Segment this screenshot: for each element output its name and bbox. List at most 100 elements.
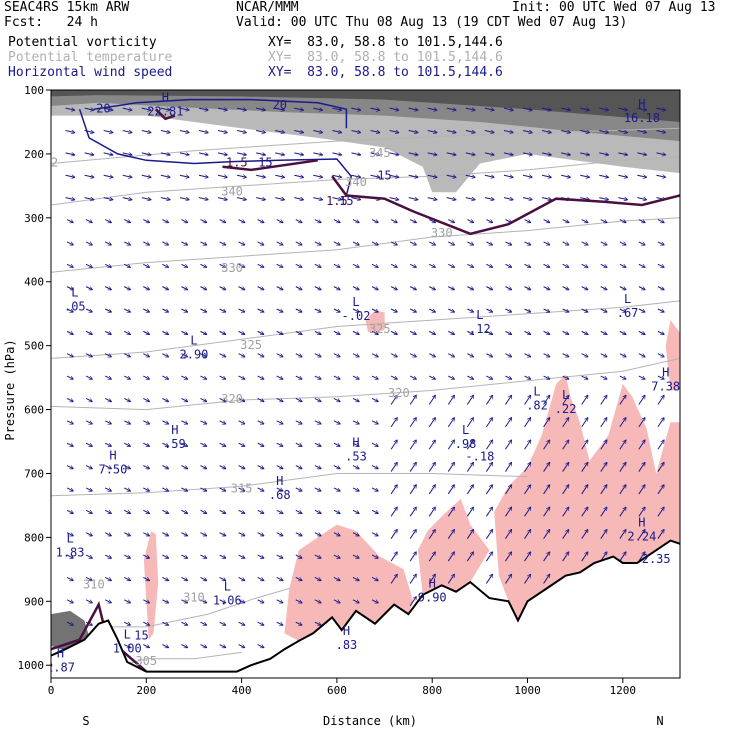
wind-vector-181 bbox=[200, 330, 206, 334]
wind-vector-260 bbox=[257, 420, 264, 424]
wind-vector-274 bbox=[275, 175, 284, 177]
wind-vector-659 bbox=[600, 263, 607, 267]
wind-vector-376 bbox=[352, 330, 359, 334]
wind-vector-526 bbox=[484, 198, 494, 200]
extremum-symbol-23: H bbox=[343, 624, 350, 638]
wind-vector-441 bbox=[409, 263, 416, 267]
wind-vector-409 bbox=[371, 554, 378, 558]
wind-vector-482 bbox=[446, 175, 456, 177]
wind-vector-632 bbox=[580, 131, 589, 133]
wind-vector-371 bbox=[352, 219, 359, 223]
wind-vector-254 bbox=[257, 286, 264, 290]
wind-vector-723 bbox=[657, 286, 664, 290]
wind-vector-218 bbox=[219, 599, 226, 603]
wind-vector-328 bbox=[314, 308, 321, 312]
wind-vector-386 bbox=[352, 554, 359, 558]
wind-vector-80 bbox=[124, 308, 130, 312]
wind-vector-76 bbox=[124, 219, 130, 223]
wind-vector-708 bbox=[638, 418, 645, 428]
legend-pv-xy: XY= 83.0, 58.8 to 101.5,144.6 bbox=[268, 35, 503, 50]
wind-vector-553 bbox=[505, 308, 511, 312]
wind-vector-264 bbox=[257, 509, 264, 513]
wind-vector-57 bbox=[104, 308, 111, 312]
wind-vector-707 bbox=[638, 395, 645, 405]
wind-vector-419 bbox=[390, 263, 397, 267]
wind-vector-342 bbox=[314, 621, 321, 625]
wind-vector-571 bbox=[524, 219, 531, 223]
extremum-symbol-0: H bbox=[162, 91, 169, 105]
wind-vector-647 bbox=[581, 463, 588, 472]
wind-vector-115 bbox=[143, 532, 149, 536]
wind-vector-214 bbox=[219, 509, 226, 513]
wind-vector-192 bbox=[200, 576, 206, 580]
wind-vector-60 bbox=[104, 375, 111, 379]
wind-vector-194 bbox=[200, 621, 206, 625]
wind-vector-600 bbox=[543, 375, 550, 379]
wind-vector-224 bbox=[236, 175, 246, 177]
wind-vector-699 bbox=[638, 219, 645, 223]
wind-vector-310 bbox=[295, 442, 302, 446]
extremum-symbol-14: H bbox=[109, 448, 116, 462]
theta-contour-340 bbox=[51, 156, 680, 206]
wind-vector-665 bbox=[600, 395, 607, 405]
wind-vector-275 bbox=[275, 198, 284, 200]
wind-vector-173 bbox=[198, 153, 208, 155]
wind-vector-589 bbox=[541, 131, 551, 133]
wind-vector-213 bbox=[219, 487, 226, 491]
wind-vector-351 bbox=[333, 286, 340, 290]
wind-vector-277 bbox=[276, 241, 283, 245]
wind-vector-377 bbox=[352, 353, 359, 357]
wind-vector-155 bbox=[181, 308, 187, 312]
wind-vector-379 bbox=[352, 398, 359, 401]
wind-vector-257 bbox=[257, 353, 264, 357]
wind-vector-120 bbox=[143, 644, 149, 648]
wind-vector-642 bbox=[581, 353, 588, 357]
wind-vector-700 bbox=[638, 241, 645, 245]
wind-vector-590 bbox=[541, 153, 551, 155]
wind-vector-473 bbox=[428, 463, 435, 472]
wind-vector-640 bbox=[581, 308, 588, 312]
wind-vector-8 bbox=[66, 286, 73, 290]
wind-vector-159 bbox=[181, 398, 187, 401]
wind-vector-511 bbox=[467, 330, 473, 334]
wind-vector-283 bbox=[276, 375, 283, 379]
wind-vector-268 bbox=[257, 599, 264, 603]
wind-vector-671 bbox=[600, 530, 607, 539]
terrain bbox=[51, 539, 680, 678]
wind-vector-503 bbox=[465, 153, 475, 155]
wind-vector-137 bbox=[162, 465, 168, 469]
wind-vector-728 bbox=[657, 395, 664, 405]
wind-vector-211 bbox=[219, 442, 226, 446]
wind-vector-417 bbox=[390, 219, 397, 223]
wind-vector-345 bbox=[332, 153, 341, 155]
wind-vector-656 bbox=[599, 198, 608, 200]
wind-vector-651 bbox=[581, 552, 588, 562]
wind-vector-317 bbox=[295, 599, 302, 603]
wind-vector-535 bbox=[485, 395, 492, 405]
wind-vector-532 bbox=[486, 330, 492, 334]
wind-vector-265 bbox=[257, 532, 264, 536]
wind-vector-682 bbox=[619, 308, 626, 312]
wind-vector-703 bbox=[638, 308, 645, 312]
wind-vector-437 bbox=[408, 175, 418, 177]
wind-vector-133 bbox=[162, 375, 168, 379]
wind-vector-55 bbox=[104, 263, 111, 267]
wind-vector-422 bbox=[390, 330, 397, 334]
extremum-value-12: .59 bbox=[164, 437, 186, 451]
pv-shade-5 bbox=[365, 310, 385, 333]
wind-vector-123 bbox=[160, 153, 170, 155]
wind-vector-620 bbox=[562, 330, 569, 334]
wind-vector-49 bbox=[103, 131, 113, 133]
wind-vector-698 bbox=[637, 198, 646, 200]
wind-vector-46 bbox=[85, 599, 92, 603]
wind-vector-98 bbox=[141, 153, 151, 155]
wind-vector-306 bbox=[295, 353, 302, 357]
wind-vector-466 bbox=[428, 308, 435, 312]
wind-vector-516 bbox=[466, 440, 473, 450]
wind-vector-569 bbox=[522, 175, 532, 177]
extremum-value-24: 2.87 bbox=[46, 661, 75, 675]
wind-vector-74 bbox=[122, 175, 132, 177]
wind-vector-383 bbox=[352, 487, 359, 491]
wind-vector-495 bbox=[447, 463, 454, 472]
wind-vector-623 bbox=[562, 395, 569, 405]
